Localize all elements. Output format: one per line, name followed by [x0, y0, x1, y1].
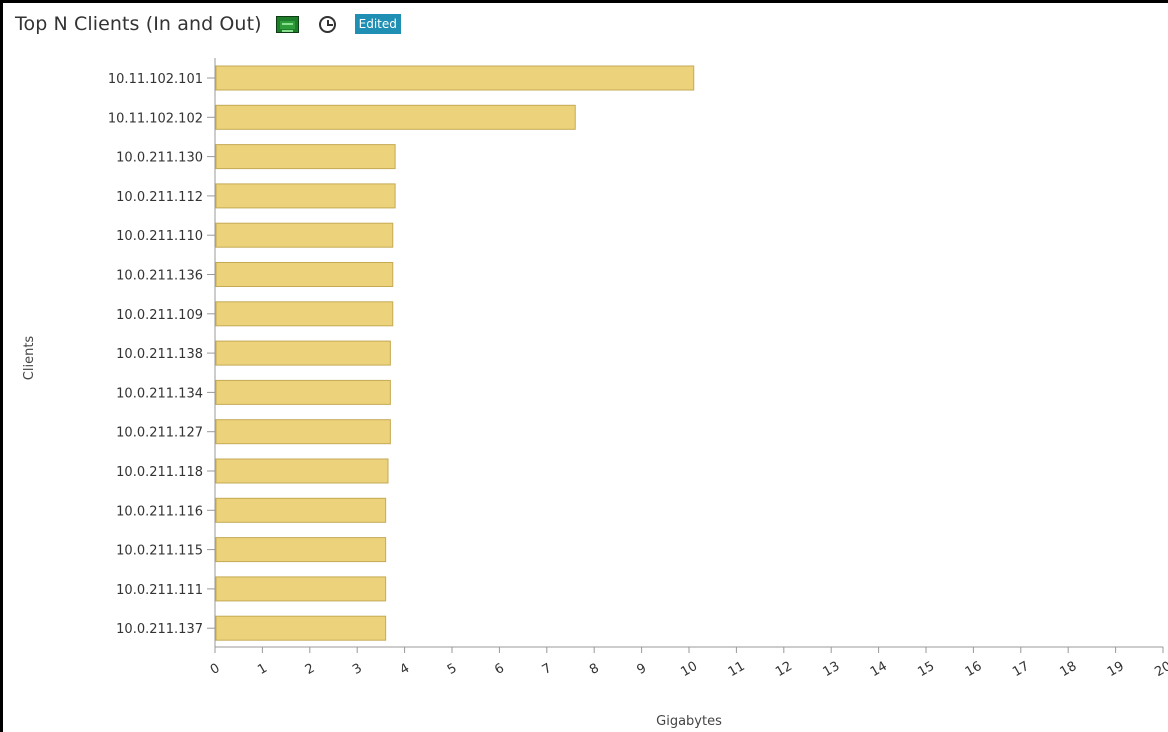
y-tick-label: 10.0.211.137	[116, 622, 203, 637]
x-tick-label: 13	[821, 659, 843, 680]
y-tick-label: 10.0.211.116	[116, 504, 203, 519]
chart-header: Top N Clients (In and Out) Edited	[15, 11, 401, 37]
x-axis-title: Gigabytes	[656, 714, 722, 729]
chart-panel: Top N Clients (In and Out) Edited 10.11.…	[3, 3, 1168, 732]
y-tick-label: 10.0.211.109	[116, 308, 203, 323]
bar[interactable]	[215, 537, 387, 563]
x-tick-label: 4	[398, 661, 413, 678]
x-tick-label: 7	[540, 661, 555, 678]
chart-title: Top N Clients (In and Out)	[15, 13, 262, 35]
edited-badge: Edited	[354, 14, 401, 34]
bar[interactable]	[215, 222, 394, 248]
y-tick-label: 10.0.211.130	[116, 151, 203, 166]
x-tick-label: 9	[635, 661, 650, 678]
bar[interactable]	[215, 419, 391, 445]
bar[interactable]	[215, 262, 394, 287]
y-tick-label: 10.0.211.136	[116, 269, 203, 284]
x-tick-label: 0	[208, 661, 223, 678]
bar[interactable]	[215, 458, 389, 484]
x-tick-label: 19	[1105, 659, 1127, 680]
y-tick-label: 10.0.211.127	[116, 426, 203, 441]
x-tick-label: 20	[1152, 659, 1168, 680]
bar[interactable]	[215, 497, 387, 523]
x-tick-label: 15	[915, 659, 937, 680]
x-tick-label: 5	[445, 661, 460, 678]
y-tick-label: 10.0.211.138	[116, 347, 203, 362]
bar-chart: 10.11.102.10110.11.102.10210.0.211.13010…	[22, 58, 1168, 729]
y-tick-label: 10.0.211.112	[116, 190, 203, 205]
clock-icon[interactable]	[318, 15, 336, 33]
x-tick-label: 1	[255, 661, 270, 678]
x-tick-label: 14	[868, 659, 890, 680]
y-tick-label: 10.0.211.118	[116, 465, 203, 480]
bar[interactable]	[215, 65, 695, 91]
x-tick-label: 17	[1010, 659, 1032, 680]
x-tick-label: 2	[303, 661, 318, 678]
bar[interactable]	[215, 379, 391, 405]
y-tick-label: 10.0.211.134	[116, 386, 203, 401]
bar[interactable]	[215, 615, 387, 641]
x-tick-label: 10	[678, 659, 700, 680]
bar[interactable]	[215, 576, 387, 602]
y-tick-label: 10.11.102.101	[108, 72, 203, 87]
chart-icon[interactable]	[275, 15, 299, 33]
bar[interactable]	[215, 340, 391, 366]
y-tick-label: 10.0.211.111	[116, 583, 203, 598]
x-tick-label: 12	[773, 659, 795, 680]
x-tick-label: 8	[587, 661, 602, 678]
bar[interactable]	[215, 183, 396, 209]
bar[interactable]	[215, 301, 394, 327]
bar[interactable]	[215, 104, 576, 130]
x-tick-label: 16	[963, 659, 985, 680]
y-tick-label: 10.0.211.110	[116, 229, 203, 244]
x-tick-label: 6	[492, 661, 507, 678]
bar[interactable]	[215, 144, 396, 170]
x-tick-label: 3	[350, 661, 365, 678]
y-tick-label: 10.0.211.115	[116, 544, 203, 559]
x-tick-label: 11	[726, 659, 748, 680]
y-tick-label: 10.11.102.102	[108, 111, 203, 126]
y-axis-title: Clients	[22, 336, 37, 381]
x-tick-label: 18	[1058, 659, 1080, 680]
